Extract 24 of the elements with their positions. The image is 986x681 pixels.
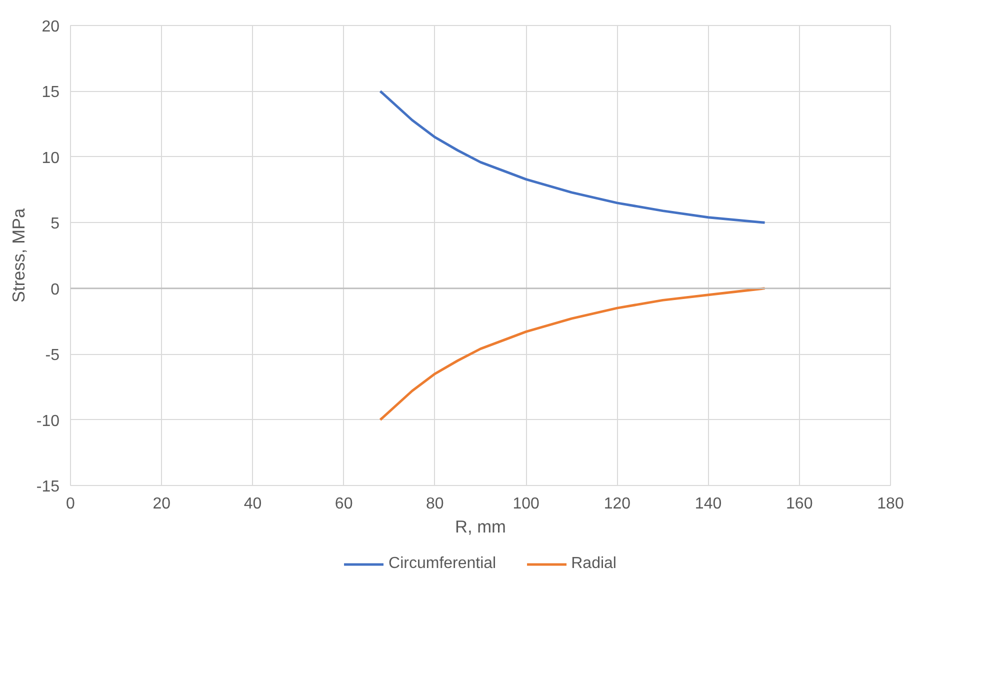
line-series	[379, 90, 766, 224]
x-tick-label: 40	[244, 496, 262, 512]
x-tick-label: 140	[694, 496, 722, 512]
y-tick-label: 10	[42, 150, 60, 167]
y-tick-label: -15	[36, 478, 60, 496]
x-tick-label: 20	[152, 496, 171, 512]
x-tick-label: 160	[786, 496, 813, 512]
y-tick-label: 20	[42, 18, 60, 36]
y-tick-label: -10	[36, 412, 60, 430]
legend-label: Circumferential	[388, 555, 496, 573]
x-tick-label: 0	[66, 496, 76, 512]
legend-label: Radial	[571, 555, 616, 573]
x-tick-label: 100	[512, 496, 540, 512]
y-tick-label: 5	[50, 216, 60, 233]
y-axis-title: Stress, MPa	[8, 208, 28, 303]
y-tick-label: -5	[45, 347, 60, 364]
line-series	[379, 287, 766, 422]
x-tick-label: 80	[426, 496, 444, 512]
y-tick-label: 0	[50, 281, 60, 298]
x-tick-label: 180	[877, 496, 904, 512]
y-tick-label: 15	[42, 84, 60, 102]
x-axis-title: R, mm	[454, 516, 506, 536]
x-tick-label: 60	[334, 496, 353, 512]
x-tick-label: 120	[604, 496, 631, 512]
